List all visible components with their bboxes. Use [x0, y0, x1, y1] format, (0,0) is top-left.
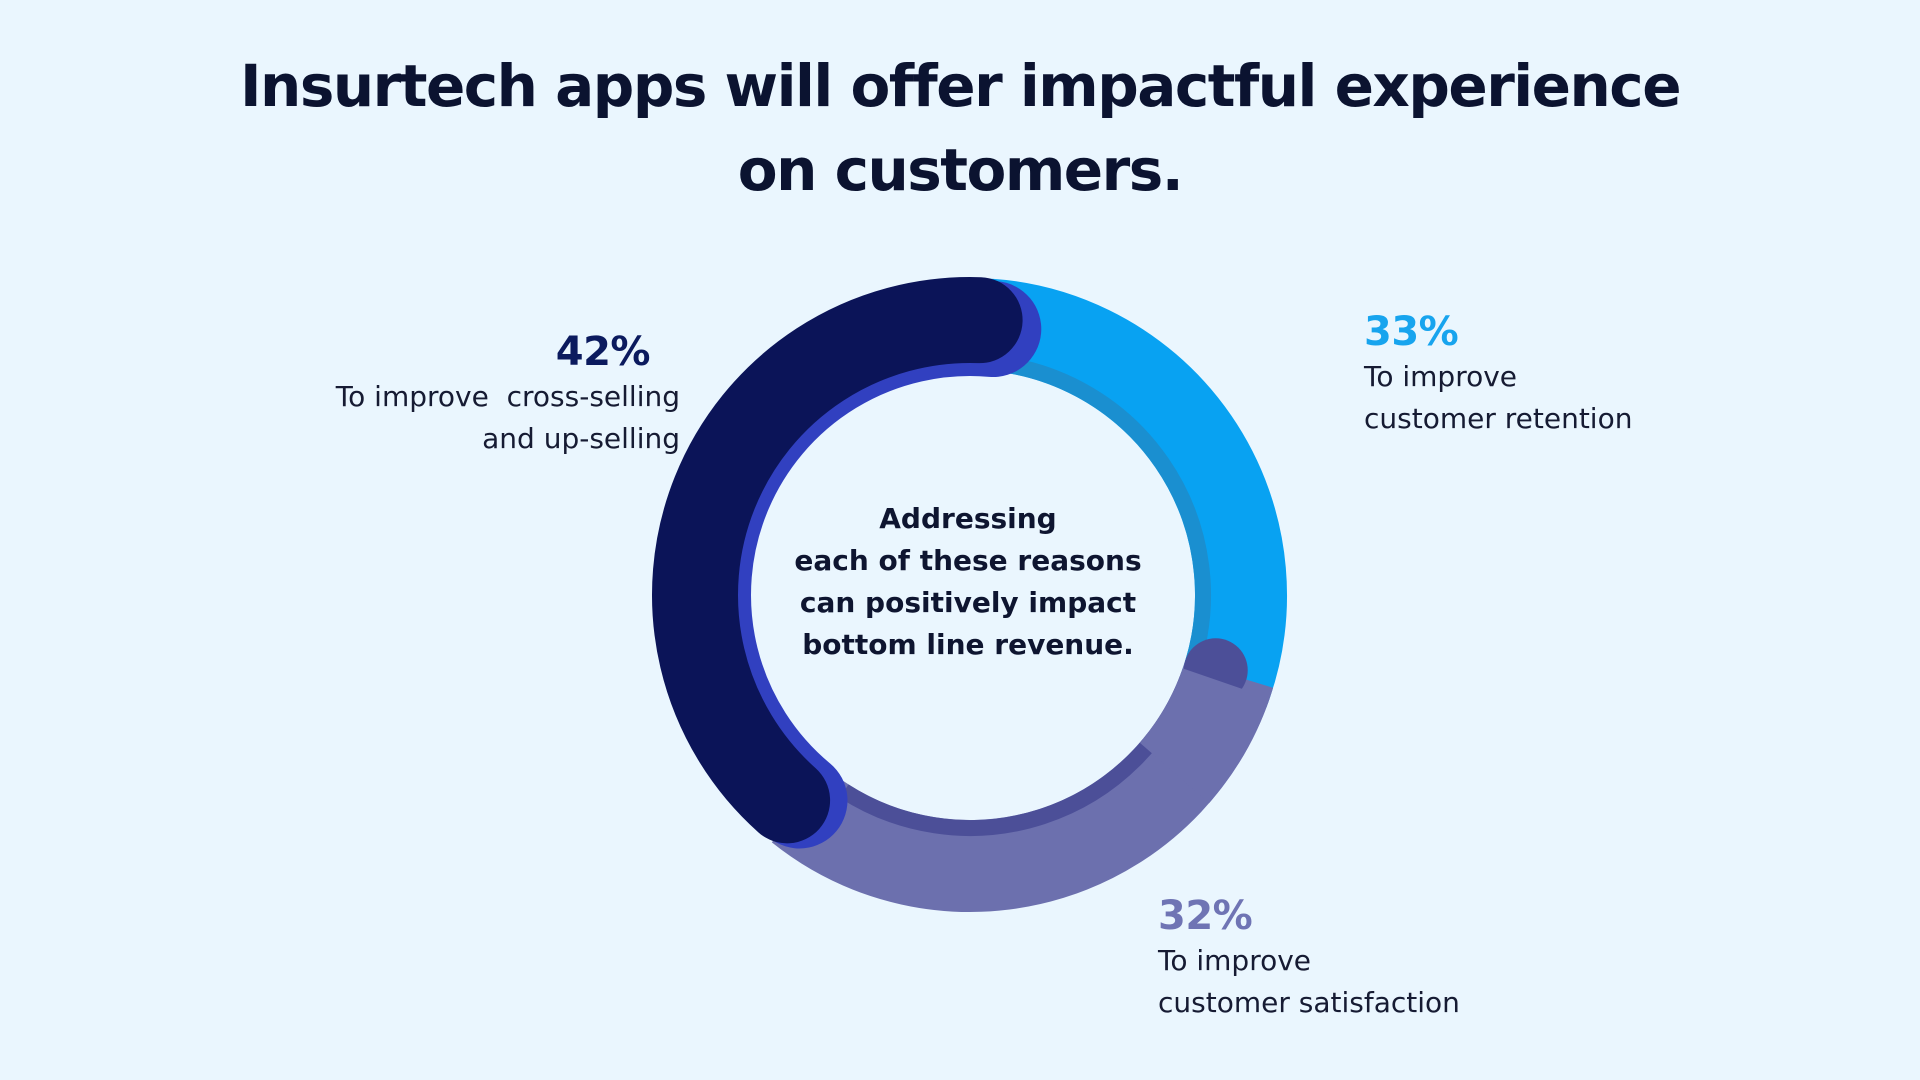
satisfaction-desc-1: To improve — [1158, 944, 1312, 977]
donut-center-text: Addressing each of these reasons can pos… — [768, 498, 1168, 666]
center-line-4: bottom line revenue. — [802, 628, 1134, 661]
center-line-2: each of these reasons — [794, 544, 1142, 577]
retention-arc — [969, 278, 1287, 709]
cross-selling-desc-2: and up-selling — [482, 422, 680, 455]
legend-satisfaction: 32% To improve customer satisfaction — [1158, 892, 1598, 1024]
satisfaction-arc-overlay — [1139, 667, 1270, 804]
retention-desc-1: To improve — [1364, 360, 1518, 393]
cross-selling-percent: 42% — [555, 329, 651, 375]
cross-selling-desc-1: To improve cross-selling — [335, 380, 680, 413]
title-line-1: Insurtech apps will offer impactful expe… — [239, 52, 1682, 120]
center-line-1: Addressing — [879, 502, 1057, 535]
retention-percent: 33% — [1364, 309, 1459, 355]
center-line-3: can positively impact — [799, 586, 1137, 619]
legend-retention: 33% To improve customer retention — [1364, 308, 1784, 440]
satisfaction-desc-2: customer satisfaction — [1158, 986, 1460, 1019]
title-line-2: on customers. — [737, 136, 1184, 204]
retention-inner-shade — [985, 354, 1211, 666]
cross-selling-arc — [652, 277, 1023, 844]
chart-title: Insurtech apps will offer impactful expe… — [0, 44, 1920, 212]
satisfaction-arc — [771, 660, 1274, 912]
satisfaction-percent: 32% — [1158, 893, 1253, 939]
retention-desc-2: customer retention — [1364, 402, 1633, 435]
legend-cross-selling: 42% To improve cross-selling and up-sell… — [240, 328, 680, 460]
